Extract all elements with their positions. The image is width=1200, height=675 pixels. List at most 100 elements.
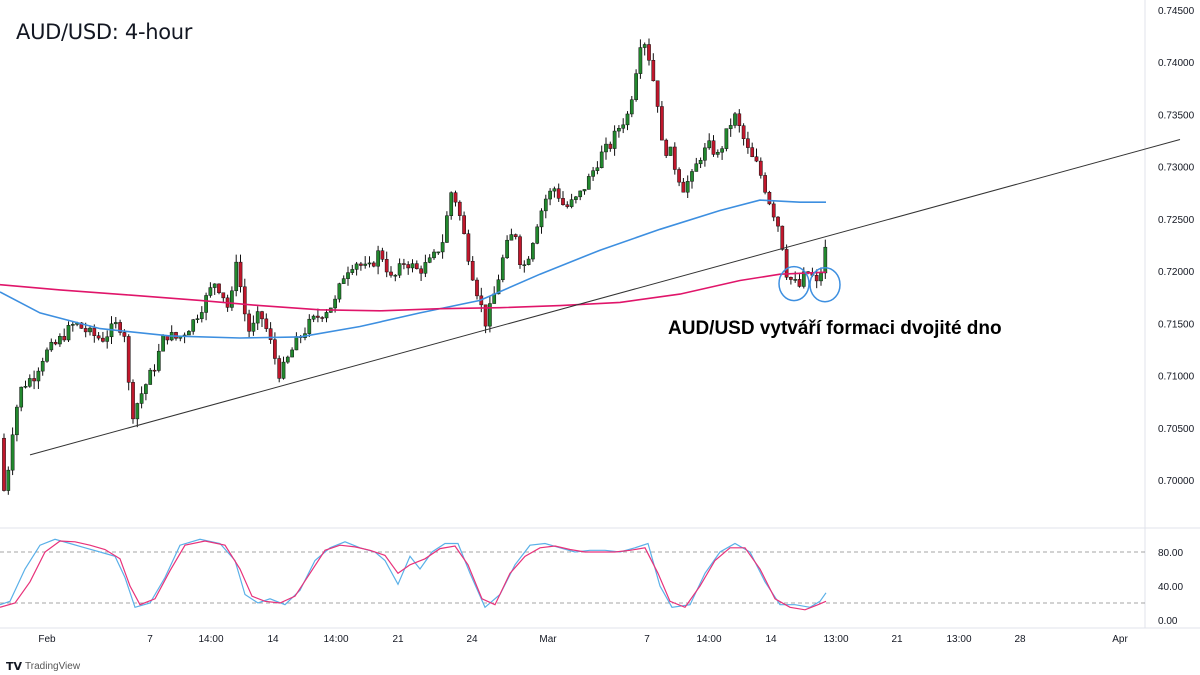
time-axis[interactable]: Feb 7 14:00 14 14:00 21 24 Mar 7 14:00 14 13:00 21 13… bbox=[38, 634, 1128, 645]
candle-body bbox=[758, 160, 763, 176]
candle-body bbox=[92, 327, 97, 336]
candle-body bbox=[40, 361, 45, 372]
candle-body bbox=[161, 335, 165, 352]
candle-body bbox=[389, 271, 393, 276]
candle-body bbox=[247, 313, 251, 332]
candle-body bbox=[15, 406, 19, 436]
candle-body bbox=[500, 257, 505, 281]
candle-body bbox=[96, 335, 101, 339]
candle-body bbox=[311, 315, 316, 320]
candle-body bbox=[445, 215, 449, 243]
candle-body bbox=[819, 272, 823, 282]
candle-body bbox=[285, 356, 290, 363]
price-tick-label: 0.73000 bbox=[1158, 163, 1195, 174]
double-bottom-markers bbox=[778, 265, 841, 303]
candle-body bbox=[36, 370, 41, 382]
candle-body bbox=[350, 269, 355, 273]
candle-body bbox=[105, 336, 110, 342]
candle-body bbox=[574, 196, 578, 200]
candle-body bbox=[406, 264, 411, 269]
candle-body bbox=[483, 304, 488, 327]
candle-body bbox=[586, 176, 591, 190]
candle-body bbox=[531, 243, 535, 260]
candle-body bbox=[62, 336, 67, 341]
candle-body bbox=[771, 203, 776, 218]
candle-body bbox=[2, 437, 6, 491]
time-tick-label: 7 bbox=[644, 634, 650, 645]
candle-body bbox=[535, 226, 540, 244]
candle-body bbox=[79, 322, 84, 329]
price-tick-label: 0.73500 bbox=[1158, 110, 1195, 121]
candle-body bbox=[238, 261, 243, 288]
candle-body bbox=[152, 369, 157, 372]
price-tick-label: 0.72000 bbox=[1158, 267, 1195, 278]
ema_fast-line bbox=[0, 199, 826, 339]
candle-body bbox=[642, 44, 647, 48]
time-tick-label: 13:00 bbox=[823, 634, 848, 645]
candle-body bbox=[10, 434, 15, 471]
candle-body bbox=[746, 138, 750, 148]
candle-body bbox=[83, 328, 88, 333]
price-axis[interactable]: 0.74500 0.74000 0.73500 0.73000 0.72500 0.720… bbox=[1158, 6, 1195, 627]
candle-body bbox=[402, 263, 406, 265]
candle-body bbox=[27, 378, 32, 387]
candle-body bbox=[49, 341, 54, 351]
candle-body bbox=[741, 125, 746, 139]
candle-body bbox=[436, 251, 441, 254]
candle-body bbox=[715, 151, 720, 155]
candle-body bbox=[337, 283, 342, 300]
candle-body bbox=[647, 44, 651, 61]
candle-body bbox=[324, 312, 329, 319]
price-tick-label: 0.70500 bbox=[1158, 424, 1195, 435]
stoch_d-line bbox=[0, 540, 827, 611]
candle-body bbox=[139, 393, 144, 404]
pattern-annotation: AUD/USD vytváří formaci dvojité dno bbox=[668, 318, 1002, 339]
stochastic-pane bbox=[0, 538, 1145, 611]
candle-body bbox=[664, 139, 669, 156]
tradingview-brand[interactable]: 𝗧𝗩 TradingView bbox=[6, 660, 80, 673]
candle-body bbox=[354, 263, 359, 270]
candle-body bbox=[793, 279, 798, 281]
candle-body bbox=[565, 204, 570, 207]
time-tick-label: 28 bbox=[1014, 634, 1026, 645]
candle-body bbox=[724, 128, 729, 149]
stoch_k-line bbox=[0, 538, 827, 609]
candle-body bbox=[440, 242, 445, 253]
candle-body bbox=[823, 246, 828, 274]
candle-body bbox=[621, 124, 626, 129]
candle-body bbox=[578, 190, 583, 198]
candle-body bbox=[277, 358, 282, 379]
candle-body bbox=[423, 262, 428, 274]
candle-body bbox=[552, 188, 557, 192]
candle-body bbox=[204, 295, 208, 313]
price-tick-label: 0.71500 bbox=[1158, 319, 1195, 330]
candle-body bbox=[307, 318, 312, 334]
candle-body bbox=[470, 261, 475, 281]
candle-body bbox=[316, 315, 320, 318]
candle-body bbox=[612, 130, 617, 149]
candle-body bbox=[638, 47, 643, 74]
candle-body bbox=[556, 188, 561, 199]
candle-body bbox=[475, 279, 479, 297]
candle-body bbox=[569, 199, 574, 207]
candle-body bbox=[148, 369, 153, 385]
candle-body bbox=[230, 290, 234, 308]
candle-body bbox=[359, 263, 363, 266]
candle-body bbox=[526, 258, 531, 265]
candle-body bbox=[488, 303, 492, 327]
candle-body bbox=[432, 251, 436, 259]
candle-body bbox=[58, 336, 62, 345]
candle-body bbox=[419, 268, 423, 274]
time-tick-label: 14 bbox=[267, 634, 279, 645]
candle-body bbox=[789, 276, 793, 280]
candle-body bbox=[707, 140, 712, 149]
candle-body bbox=[634, 73, 638, 100]
tradingview-logo-icon: 𝗧𝗩 bbox=[6, 661, 23, 673]
candle-body bbox=[698, 159, 703, 165]
candle-body bbox=[346, 272, 350, 279]
stoch-tick-label: 0.00 bbox=[1158, 616, 1178, 627]
candle-body bbox=[268, 328, 273, 340]
candle-body bbox=[720, 148, 724, 153]
candle-body bbox=[410, 263, 415, 269]
